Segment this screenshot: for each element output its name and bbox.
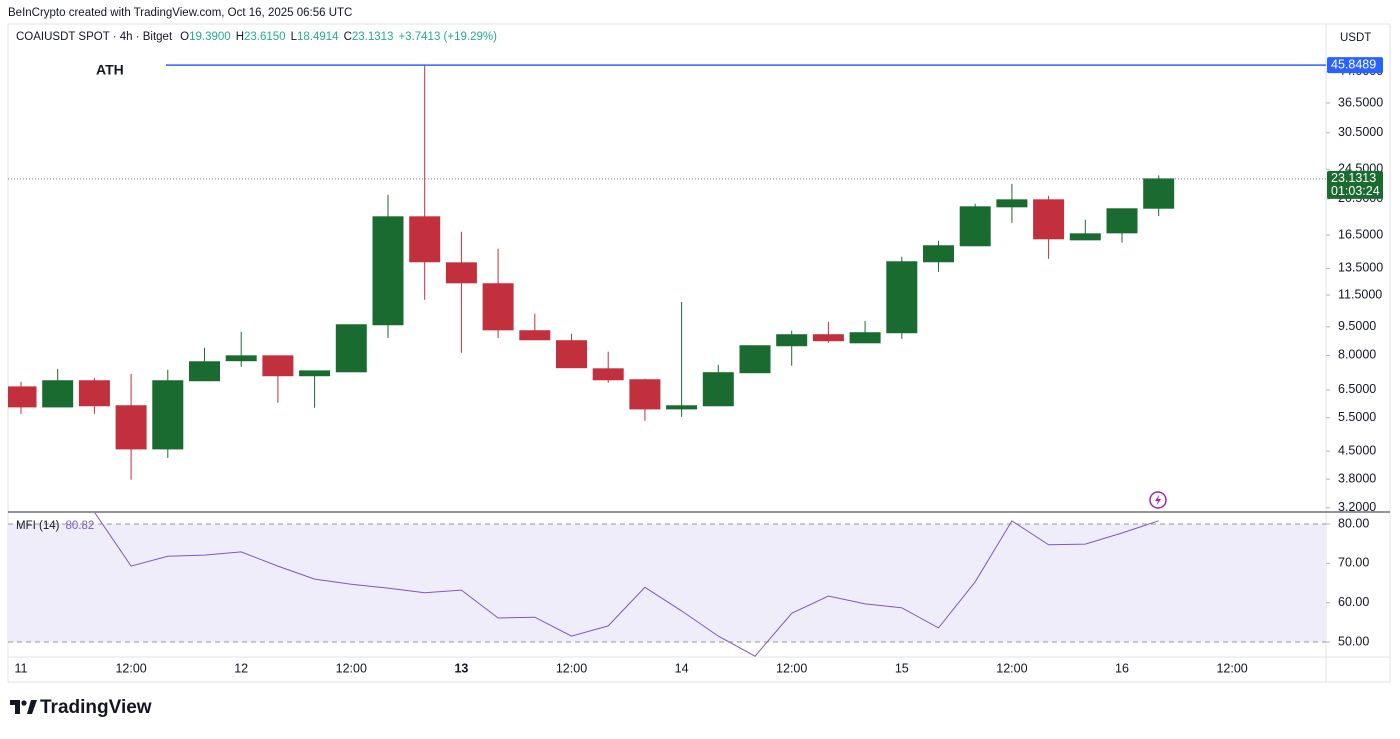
mfi-line (94, 513, 1159, 657)
candle-body (923, 245, 954, 263)
candle-body (996, 199, 1028, 208)
candle-body (445, 262, 477, 284)
last-price-label: 23.1313 (1331, 171, 1376, 185)
y-tick-label: 8.0000 (1338, 348, 1376, 362)
candle-body (8, 386, 37, 408)
candle-body (262, 355, 294, 377)
candle-body (1069, 233, 1101, 241)
mfi-band (8, 523, 1326, 643)
candle-body (739, 345, 771, 374)
x-tick-label: 16 (1115, 661, 1129, 675)
plot (8, 65, 1326, 657)
candle-body (189, 361, 220, 382)
y-tick-label: 6.5000 (1338, 382, 1376, 396)
x-tick-label: 11 (15, 661, 28, 675)
currency: USDT (1340, 32, 1371, 44)
candle-body (372, 216, 404, 326)
candle-body (812, 334, 844, 342)
y-tick-label: 80.00 (1338, 516, 1369, 530)
candle-body (666, 405, 698, 410)
candle-body (702, 372, 734, 407)
candle-body (78, 380, 110, 407)
candle-body (42, 380, 74, 408)
mfi-value: 80.82 (65, 520, 94, 532)
candle-body (519, 330, 551, 341)
y-tick-label: 30.5000 (1338, 125, 1383, 139)
y-tick-label: 5.5000 (1338, 410, 1376, 424)
change: +3.7413 (+19.29%) (398, 31, 497, 43)
x-tick-label: 12:00 (1216, 661, 1247, 675)
mfi-pane (8, 513, 1326, 657)
candle-body (592, 368, 624, 381)
candle-body (629, 379, 661, 410)
candle-body (115, 405, 147, 450)
y-tick-label: 36.5000 (1338, 95, 1383, 109)
ohlc-value: 18.4914 (297, 31, 339, 43)
mfi-title: MFI (14) (16, 520, 60, 532)
y-tick-label: 50.00 (1338, 634, 1369, 648)
ath-text: ATH (96, 62, 124, 78)
x-tick-label: 12:00 (336, 661, 367, 675)
x-tick-label: 14 (675, 661, 689, 675)
candle-body (1143, 178, 1175, 209)
y-tick-label: 13.5000 (1338, 261, 1383, 275)
ohlc-key: O (180, 31, 189, 43)
y-tick-label: 11.5000 (1338, 287, 1382, 301)
y-tick-label: 70.00 (1338, 556, 1369, 570)
credit: BeInCrypto created with TradingView.com,… (8, 7, 352, 19)
last-price-box (1327, 170, 1383, 199)
candle-body (849, 332, 881, 344)
y-tick-label: 4.5000 (1338, 443, 1376, 457)
candle-body (556, 340, 587, 369)
y-tick-label: 3.2000 (1338, 500, 1376, 514)
y-tick-label: 16.5000 (1338, 227, 1383, 241)
ath-label-box (1327, 57, 1383, 74)
ohlc-legend: O 19.3900 H 23.6150 L 18.4914 C 23.1313 +3.7413 … (180, 31, 497, 43)
x-tick-label: 12:00 (556, 661, 587, 675)
x-tick-label: 12:00 (996, 661, 1027, 675)
ohlc-key: H (236, 31, 244, 43)
x-tick-label: 15 (895, 661, 909, 675)
chart-frame (7, 23, 1391, 683)
symbol: COAIUSDT SPOT · 4h · Bitget (16, 31, 173, 43)
x-tick-label: 12 (234, 661, 248, 675)
candle-body (959, 206, 991, 247)
y-tick-label: 3.8000 (1338, 472, 1376, 486)
ath-label: 45.8489 (1331, 57, 1376, 71)
candle-body (886, 261, 918, 334)
price-pane (8, 65, 1175, 480)
ohlc-key: C (344, 31, 352, 43)
candle-body (409, 216, 441, 263)
brand: TradingView (40, 697, 152, 718)
ohlc-value: 19.3900 (189, 31, 231, 43)
ohlc-value: 23.1313 (352, 31, 394, 43)
candle-body (225, 355, 257, 362)
ohlc-key: L (291, 31, 298, 43)
x-tick-label: 12:00 (776, 661, 807, 675)
candle-body (1106, 208, 1138, 234)
candle-body (776, 334, 808, 347)
candle-body (1033, 199, 1065, 240)
y-tick-label: 9.5000 (1338, 319, 1376, 333)
alert-icon (1149, 491, 1167, 509)
logo: TradingView (10, 697, 152, 718)
countdown: 01:03:24 (1331, 184, 1380, 198)
candle-body (299, 370, 331, 377)
ohlc-value: 23.6150 (244, 31, 286, 43)
y-tick-label: 60.00 (1338, 595, 1369, 609)
x-tick-label: 13 (454, 661, 468, 675)
candle-body (152, 380, 184, 450)
x-tick-label: 12:00 (115, 661, 146, 675)
candle-body (335, 324, 367, 373)
candle-body (482, 283, 514, 331)
